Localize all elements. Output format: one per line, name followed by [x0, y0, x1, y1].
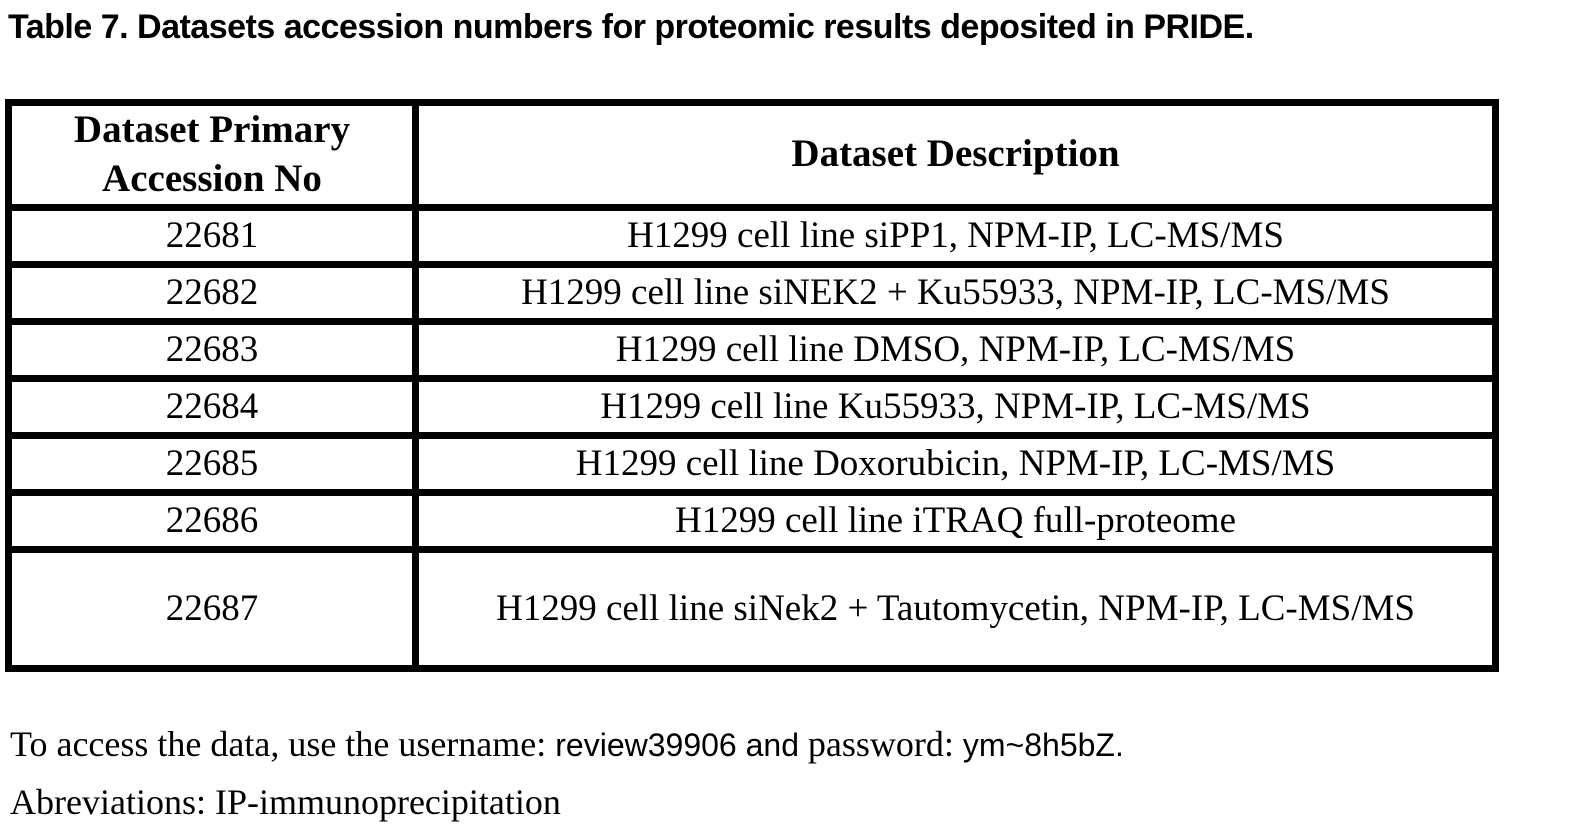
username-value: review39906 and	[555, 726, 808, 763]
column-header-description: Dataset Description	[412, 99, 1499, 211]
table-row: 22683 H1299 cell line DMSO, NPM-IP, LC-M…	[5, 317, 1499, 382]
accession-cell: 22682	[5, 260, 419, 325]
accession-cell: 22681	[5, 203, 419, 268]
description-cell: H1299 cell line Doxorubicin, NPM-IP, LC-…	[412, 431, 1499, 496]
column-header-accession: Dataset Primary Accession No	[5, 99, 419, 211]
table-footnotes: To access the data, use the username: re…	[10, 718, 1577, 826]
accession-cell: 22687	[5, 545, 419, 672]
table-row: 22684 H1299 cell line Ku55933, NPM-IP, L…	[5, 374, 1499, 439]
password-value: ym~8h5bZ.	[962, 726, 1124, 763]
description-cell: H1299 cell line DMSO, NPM-IP, LC-MS/MS	[412, 317, 1499, 382]
description-cell: H1299 cell line Ku55933, NPM-IP, LC-MS/M…	[412, 374, 1499, 439]
table-header-row: Dataset Primary Accession No Dataset Des…	[5, 99, 1499, 211]
column-header-accession-line2: Accession No	[102, 156, 322, 200]
accession-cell: 22683	[5, 317, 419, 382]
table-row: 22685 H1299 cell line Doxorubicin, NPM-I…	[5, 431, 1499, 496]
accession-cell: 22684	[5, 374, 419, 439]
table-row: 22687 H1299 cell line siNek2 + Tautomyce…	[5, 545, 1499, 672]
accession-table: Dataset Primary Accession No Dataset Des…	[5, 99, 1499, 672]
description-cell: H1299 cell line siNEK2 + Ku55933, NPM-IP…	[412, 260, 1499, 325]
table-row: 22681 H1299 cell line siPP1, NPM-IP, LC-…	[5, 203, 1499, 268]
description-cell: H1299 cell line siNek2 + Tautomycetin, N…	[412, 545, 1499, 672]
password-label: password:	[807, 723, 963, 764]
column-header-accession-line1: Dataset Primary	[73, 108, 351, 151]
accession-cell: 22685	[5, 431, 419, 496]
credentials-note: To access the data, use the username: re…	[10, 718, 1577, 770]
credentials-note-intro: To access the data, use the username:	[10, 723, 556, 764]
abbreviations-note: Abreviations: IP-immunoprecipitation	[10, 781, 561, 822]
document-page: Table 7. Datasets accession numbers for …	[0, 8, 1577, 826]
accession-cell: 22686	[5, 488, 419, 553]
description-cell: H1299 cell line siPP1, NPM-IP, LC-MS/MS	[412, 203, 1499, 268]
description-cell: H1299 cell line iTRAQ full-proteome	[412, 488, 1499, 553]
table-row: 22682 H1299 cell line siNEK2 + Ku55933, …	[5, 260, 1499, 325]
table-caption: Table 7. Datasets accession numbers for …	[8, 8, 1254, 46]
table-row: 22686 H1299 cell line iTRAQ full-proteom…	[5, 488, 1499, 553]
